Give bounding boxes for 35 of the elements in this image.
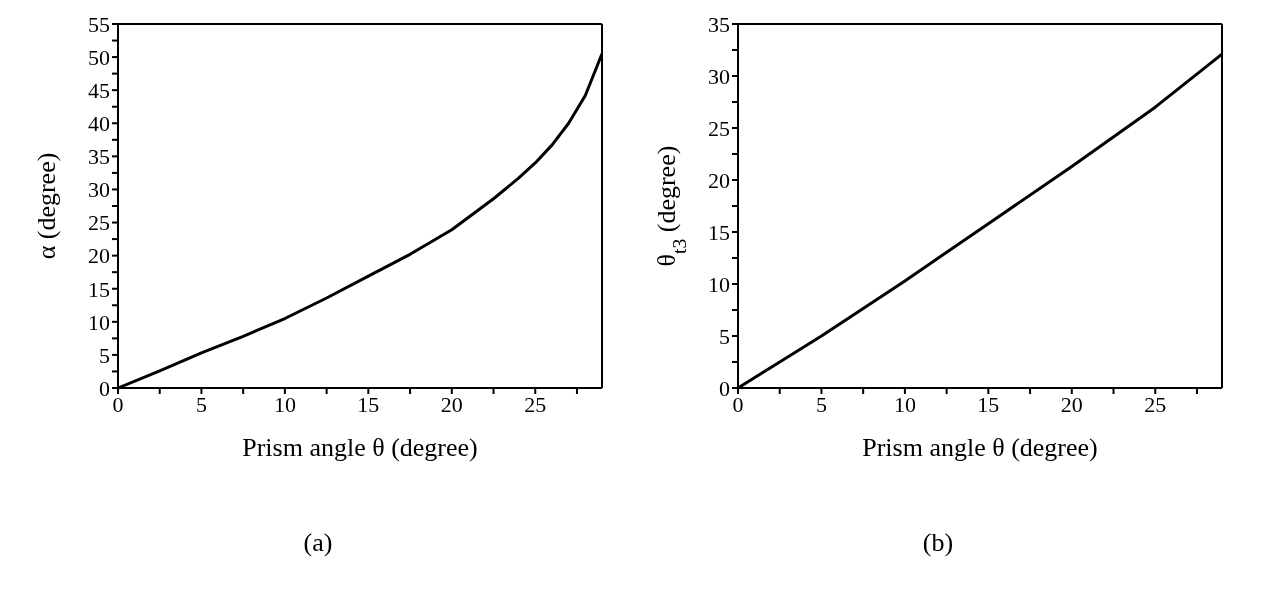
y-tick-label: 35 [88, 144, 110, 170]
x-tick-label: 5 [815, 391, 827, 417]
y-tick-label: 35 [708, 11, 730, 37]
y-tick-label: 5 [719, 323, 730, 349]
x-tick-label: 10 [893, 391, 916, 417]
x-tick-label: 25 [524, 391, 547, 417]
y-tick-label: 30 [88, 177, 110, 203]
text: (a) [302, 528, 334, 558]
y-tick-label: 0 [719, 375, 730, 401]
y-tick-label: 0 [99, 375, 110, 401]
y-tick-label: 30 [708, 63, 730, 89]
y-tick-label: 10 [708, 271, 730, 297]
text: (b) [921, 528, 955, 558]
y-tick-label: 20 [708, 167, 730, 193]
y-tick-label: 25 [88, 210, 110, 236]
y-tick-label: 40 [88, 111, 110, 137]
x-tick-label: 15 [357, 391, 380, 417]
x-tick-label: 25 [1144, 391, 1167, 417]
x-tick-label: 5 [195, 391, 207, 417]
y-tick-label: 45 [88, 77, 110, 103]
x-axis-title: Prism angle θ (degree) [862, 433, 1098, 462]
y-tick-label: 15 [708, 219, 730, 245]
y-tick-label: 5 [99, 342, 110, 368]
y-tick-label: 20 [88, 243, 110, 269]
y-tick-label: 10 [88, 309, 110, 335]
x-axis-title: Prism angle θ (degree) [242, 433, 478, 462]
x-tick-label: 15 [977, 391, 1000, 417]
y-tick-label: 55 [88, 11, 110, 37]
x-tick-label: 20 [1060, 391, 1083, 417]
y-tick-label: 25 [708, 115, 730, 141]
x-tick-label: 20 [440, 391, 463, 417]
x-tick-label: 10 [273, 391, 296, 417]
y-tick-label: 15 [88, 276, 110, 302]
y-tick-label: 50 [88, 44, 110, 70]
y-axis-title: α (degree) [32, 152, 61, 260]
